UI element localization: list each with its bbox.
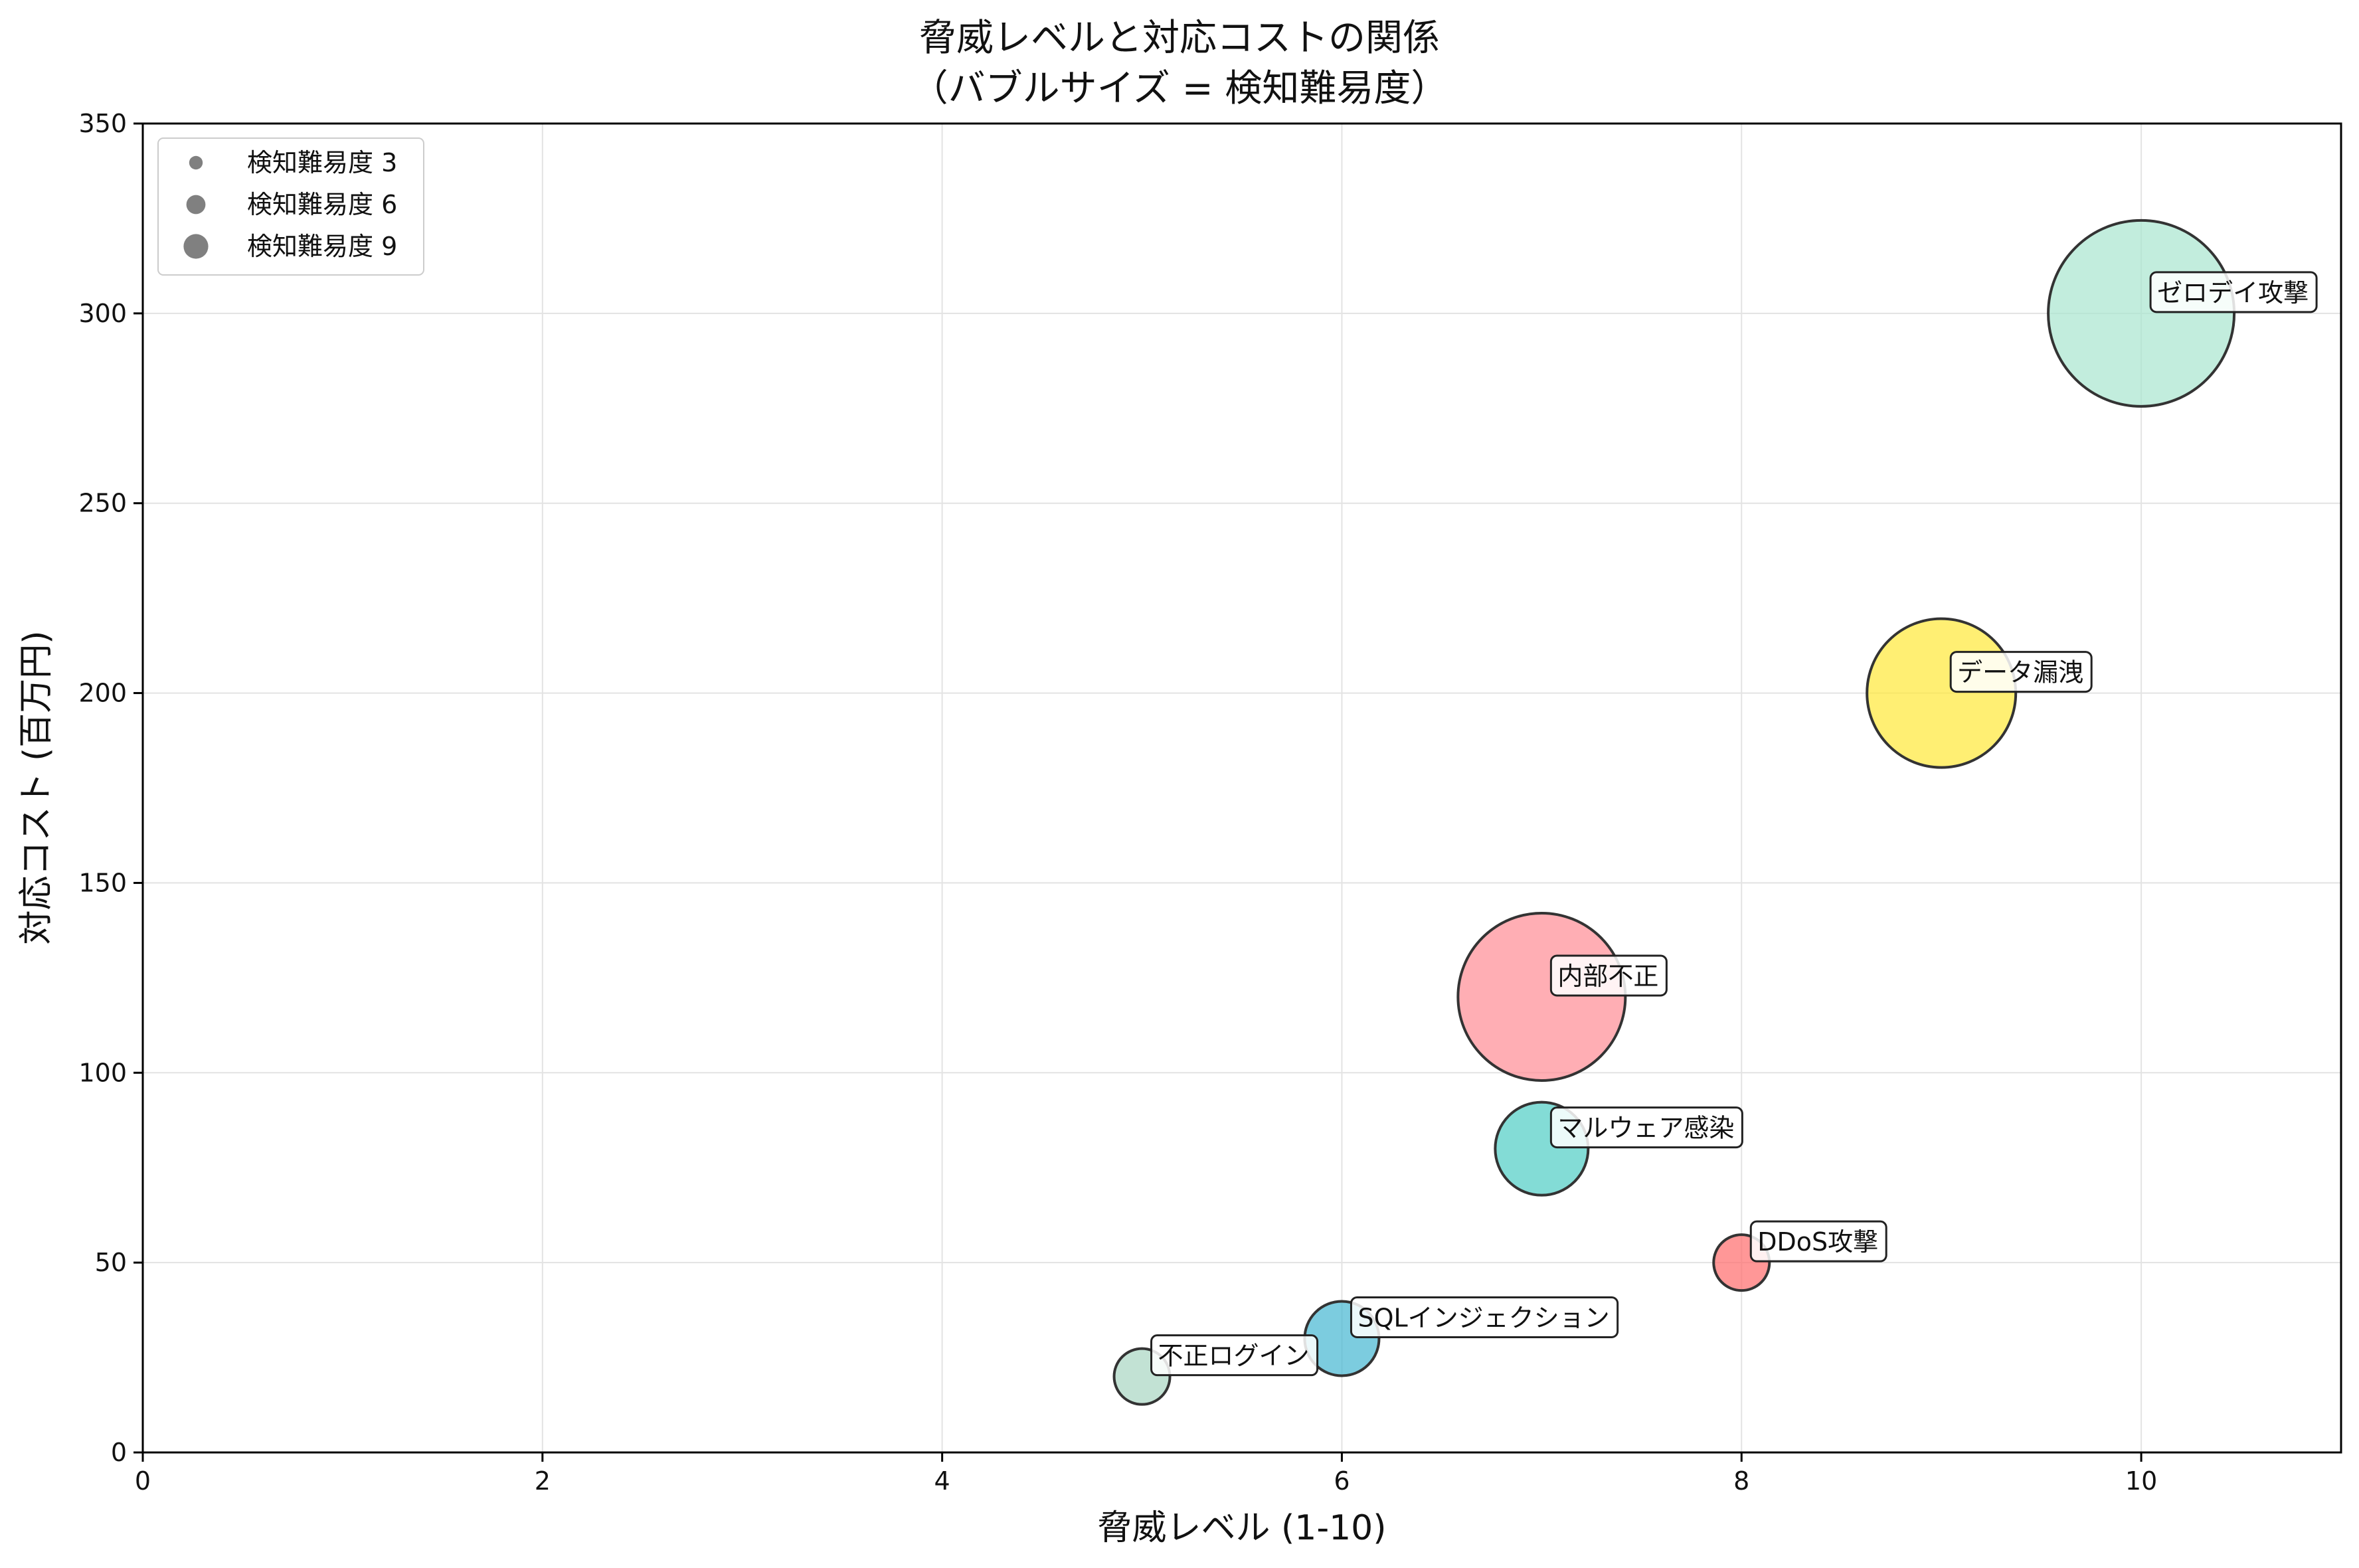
annotation-box [1150,1334,1319,1377]
bubble [1456,911,1627,1082]
annotation-box [1549,1106,1743,1149]
x-tick-label: 4 [934,1466,950,1496]
legend-marker [183,234,209,259]
x-tick-label: 8 [1733,1466,1749,1496]
bubble [1866,617,2018,769]
y-tick-label: 200 [78,679,127,708]
legend-marker [189,155,203,170]
x-axis-label: 脅威レベル (1-10) [1097,1508,1386,1548]
bubble-label: SQLインジェクション [1357,1303,1609,1332]
bubble-label: DDoS攻撃 [1757,1227,1878,1257]
bubble-label: マルウェア感染 [1557,1114,1734,1143]
legend-label: 検知難易度 3 [247,148,397,177]
annotation-box [2149,271,2318,313]
chart-title-line2: （バブルサイズ = 検知難易度） [911,67,1448,110]
x-tick-label: 0 [135,1466,151,1496]
y-tick-label: 350 [78,109,127,138]
y-tick-label: 100 [78,1058,127,1087]
legend-label: 検知難易度 6 [247,190,397,219]
y-tick-label: 150 [78,868,127,897]
legend: 検知難易度 3 検知難易度 6 検知難易度 9 [157,137,424,276]
annotation-box [1549,954,1668,997]
x-tick-label: 2 [535,1466,551,1496]
annotation-box [1949,651,2093,693]
y-tick-label: 300 [78,299,127,328]
y-axis-label: 対応コスト (百万円) [17,630,56,944]
legend-label: 検知難易度 9 [247,232,397,261]
legend-box [157,137,424,276]
bubble-label: ゼロデイ攻撃 [2157,278,2309,307]
y-tick-label: 250 [78,489,127,518]
legend-marker [186,195,206,215]
bubble-label: 不正ログイン [1158,1342,1310,1371]
x-tick-label: 10 [2125,1466,2157,1496]
grid [142,123,2341,1453]
bubble-label: データ漏洩 [1957,658,2083,687]
x-tick-label: 6 [1334,1466,1350,1496]
annotation-box [1749,1220,1887,1263]
annotation-box [1350,1296,1619,1338]
bubble-label: 内部不正 [1557,962,1658,991]
y-tick-label: 0 [111,1438,127,1467]
y-tick-label: 50 [95,1248,127,1277]
bubbles [1112,218,2236,1406]
chart-title-line1: 脅威レベルと対応コストの関係 [919,17,1440,60]
plot-frame [141,122,2342,1454]
bubble [2047,218,2236,408]
